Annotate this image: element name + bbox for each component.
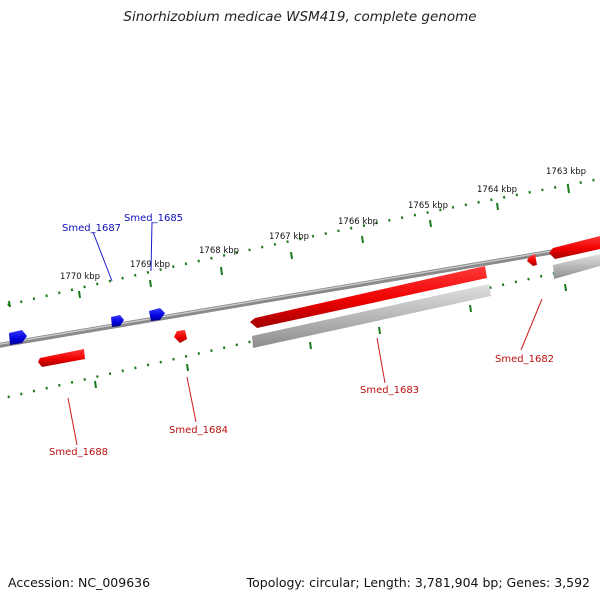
feature-bar-gray-1683[interactable] <box>252 284 491 348</box>
gene-arrow-smed-1685[interactable] <box>149 308 165 321</box>
kbp-label-1767: 1767 kbp <box>269 232 309 242</box>
label-leaders <box>67 221 543 446</box>
kbp-labels: 1763 kbp 1764 kbp 1765 kbp 1766 kbp 1767… <box>60 167 586 282</box>
gene-arrow-smed-1683[interactable] <box>250 266 487 328</box>
gene-arrow-smed-1688-adjacent[interactable] <box>9 330 27 345</box>
gene-label-smed-1682[interactable]: Smed_1682 <box>495 354 554 365</box>
gene-label-smed-1685[interactable]: Smed_1685 <box>124 213 183 224</box>
gene-arrow-smed-1681-partial[interactable] <box>549 236 600 259</box>
gene-arrow-smed-1684[interactable] <box>174 330 187 343</box>
gene-label-smed-1688[interactable]: Smed_1688 <box>49 447 108 458</box>
gene-label-smed-1684[interactable]: Smed_1684 <box>169 425 228 436</box>
gene-arrow-smed-1688[interactable] <box>38 349 85 367</box>
gene-arrow-smed-1687[interactable] <box>111 315 124 327</box>
gene-label-smed-1687[interactable]: Smed_1687 <box>62 223 121 234</box>
kbp-label-1763: 1763 kbp <box>546 167 586 177</box>
feature-bar-gray-1682[interactable] <box>553 254 600 279</box>
kbp-label-1768: 1768 kbp <box>199 246 239 256</box>
gene-labels: Smed_1687 Smed_1685 Smed_1682 Smed_1683 … <box>49 213 554 458</box>
genome-backbone <box>0 241 600 348</box>
kbp-label-1766: 1766 kbp <box>338 217 378 227</box>
genome-summary-text: Topology: circular; Length: 3,781,904 bp… <box>246 575 590 590</box>
gene-arrow-smed-1682-small[interactable] <box>527 254 537 266</box>
genome-title: Sinorhizobium medicae WSM419, complete g… <box>123 9 477 25</box>
accession-text: Accession: NC_009636 <box>8 575 151 590</box>
kbp-label-1764: 1764 kbp <box>477 185 517 195</box>
gene-label-smed-1683[interactable]: Smed_1683 <box>360 385 419 396</box>
kbp-label-1765: 1765 kbp <box>408 201 448 211</box>
upper-scale-ruler <box>0 177 600 309</box>
kbp-label-1769: 1769 kbp <box>130 260 170 270</box>
kbp-label-1770: 1770 kbp <box>60 272 100 282</box>
